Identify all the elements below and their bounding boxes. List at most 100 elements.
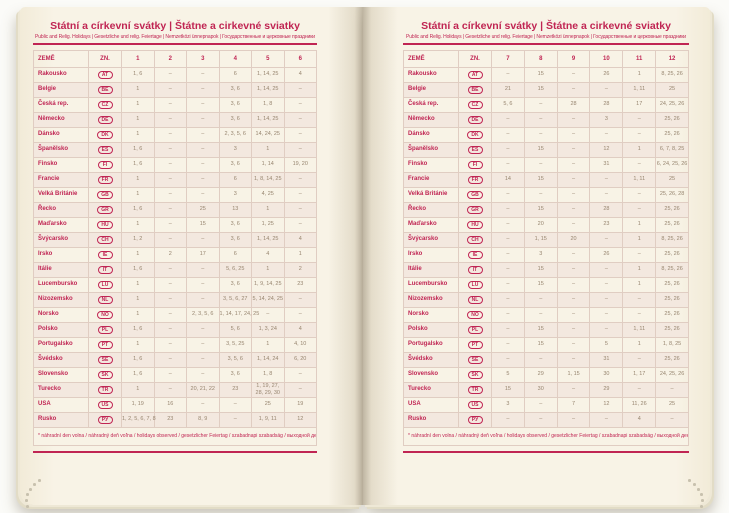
country-name: Francie	[33, 171, 89, 188]
holiday-dates-cell: 25	[655, 396, 689, 413]
country-code-badge: LU	[97, 280, 113, 289]
holiday-dates-cell: –	[523, 411, 558, 428]
country-name: Portugalsko	[33, 336, 89, 353]
holiday-dates-cell: 1, 6	[121, 66, 155, 83]
holiday-dates-cell: 6, 7, 8, 25	[655, 141, 689, 158]
holiday-dates-cell: –	[186, 396, 220, 413]
holiday-dates-cell: 16	[153, 396, 187, 413]
holiday-dates-cell: –	[556, 321, 591, 338]
country-row: Polsko PL 1, 6– –5, 6 1, 3, 24 4	[33, 321, 317, 338]
country-name: USA	[33, 396, 89, 413]
country-name: Řecko	[403, 201, 459, 218]
country-name: Turecko	[403, 381, 459, 398]
holiday-dates-cell: 28	[589, 201, 624, 218]
holiday-dates-cell: –	[622, 291, 657, 308]
holiday-dates-cell: 1	[251, 141, 285, 158]
holiday-dates-cell: 1, 14, 25	[251, 81, 285, 98]
holiday-dates-cell: –	[153, 231, 187, 248]
country-code-cell: IE	[88, 246, 122, 263]
holiday-dates-cell: 1	[251, 261, 285, 278]
holidays-table: ZEMĚ ZN. 1 2 3 4 5 6 Rakousko AT 1, 6– –6 1, 14, 25 4…	[33, 49, 317, 446]
country-code-cell: NL	[88, 291, 122, 308]
country-code-badge: SE	[467, 355, 483, 364]
holiday-dates-cell: 1, 19	[121, 396, 155, 413]
month-column-header: 5	[251, 49, 285, 68]
country-code-badge: DK	[97, 130, 113, 139]
holiday-dates-cell: –	[523, 111, 558, 128]
holiday-dates-cell: 3	[218, 186, 252, 203]
country-row: Španělsko ES –15–12 1 6, 7, 8, 25	[403, 141, 689, 158]
holiday-dates-cell: 8, 9	[186, 411, 220, 428]
holiday-dates-cell: 1	[121, 81, 155, 98]
page-bottom-rule	[403, 450, 689, 453]
holiday-dates-cell: –	[186, 66, 220, 83]
month-column-header: 10	[589, 49, 624, 68]
holiday-dates-cell: 31	[589, 351, 624, 368]
holiday-dates-cell: 21	[491, 81, 525, 98]
country-name: Rusko	[33, 411, 89, 428]
country-row: Maďarsko HU 1–15 3, 6 1, 25–	[33, 216, 317, 233]
country-row: Irsko IE –3–26–25, 26	[403, 246, 689, 263]
holiday-dates-cell: 1, 6	[121, 201, 155, 218]
country-column-header: ZEMĚ	[33, 49, 89, 68]
country-row: Německo DE – – –3–25, 26	[403, 111, 689, 128]
holiday-dates-cell: 15	[523, 201, 558, 218]
holiday-dates-cell: 1	[121, 381, 155, 398]
country-name: Portugalsko	[403, 336, 459, 353]
holiday-dates-cell: –	[153, 66, 187, 83]
holiday-dates-cell: –	[556, 246, 591, 263]
country-code-badge: PT	[97, 340, 113, 349]
country-code-cell: SE	[88, 351, 122, 368]
holiday-dates-cell: –	[283, 126, 317, 143]
page-subtitle: Public and Relig. Holidays | Gesetzliche…	[406, 34, 686, 40]
holiday-dates-cell: 6	[218, 66, 252, 83]
holiday-dates-cell: 6	[218, 171, 252, 188]
holiday-dates-cell: –	[622, 306, 657, 323]
holiday-dates-cell: 1, 14, 17, 24, 25	[218, 306, 259, 323]
country-code-badge: FR	[97, 175, 113, 184]
holidays-table-months-7-12: ZEMĚ ZN. 7 8 9 10 11 12 Rakousko AT –15–26 1 8, 25, …	[403, 49, 689, 446]
holiday-dates-cell: 30	[589, 366, 624, 383]
country-row: Velká Británie GB – – – – –25, 26, 28	[403, 186, 689, 203]
country-name: Norsko	[33, 306, 89, 323]
holiday-dates-cell: –	[153, 216, 187, 233]
holiday-dates-cell: –	[491, 66, 525, 83]
country-row: Švýcarsko CH 1, 2– –3, 6 1, 14, 25 4	[33, 231, 317, 248]
holiday-dates-cell: –	[153, 366, 187, 383]
holiday-dates-cell: 17	[186, 246, 220, 263]
country-code-badge: GR	[97, 205, 113, 214]
holiday-dates-cell: 1	[121, 111, 155, 128]
month-column-header: 7	[491, 49, 525, 68]
holiday-dates-cell: 5, 6	[491, 96, 525, 113]
country-row: Itálie IT 1, 6– –5, 6, 25 1 2	[33, 261, 317, 278]
country-name: Dánsko	[33, 126, 89, 143]
holiday-dates-cell: –	[218, 411, 252, 428]
holiday-dates-cell: –	[622, 351, 657, 368]
holiday-dates-cell: –	[153, 201, 187, 218]
holiday-dates-cell: –	[186, 156, 220, 173]
holiday-dates-cell: –	[491, 201, 525, 218]
right-page: Státní a církevní svátky | Štátne a cirk…	[363, 7, 710, 505]
holiday-dates-cell: –	[556, 276, 591, 293]
country-row: Německo DE 1– –3, 6 1, 14, 25–	[33, 111, 317, 128]
country-code-badge: PT	[467, 340, 483, 349]
country-code-cell: FI	[458, 156, 492, 173]
holiday-dates-cell: –	[523, 96, 558, 113]
holiday-dates-cell: –	[491, 306, 525, 323]
country-code-badge: CZ	[467, 100, 483, 109]
country-row: Lucembursko LU –15– –1 25, 26	[403, 276, 689, 293]
country-code-cell: DE	[458, 111, 492, 128]
holiday-dates-cell: 3	[523, 246, 558, 263]
holiday-dates-cell: –	[283, 111, 317, 128]
month-column-header: 9	[556, 49, 591, 68]
country-code-cell: SK	[458, 366, 492, 383]
holiday-dates-cell: –	[523, 351, 558, 368]
country-code-badge: IE	[467, 250, 483, 259]
holiday-dates-cell: –	[186, 96, 220, 113]
holiday-dates-cell: –	[491, 156, 525, 173]
holiday-dates-cell: –	[283, 186, 317, 203]
holiday-dates-cell: –	[283, 81, 317, 98]
holiday-dates-cell: 1	[121, 96, 155, 113]
holiday-dates-cell: –	[556, 201, 591, 218]
holiday-dates-cell: –	[491, 246, 525, 263]
